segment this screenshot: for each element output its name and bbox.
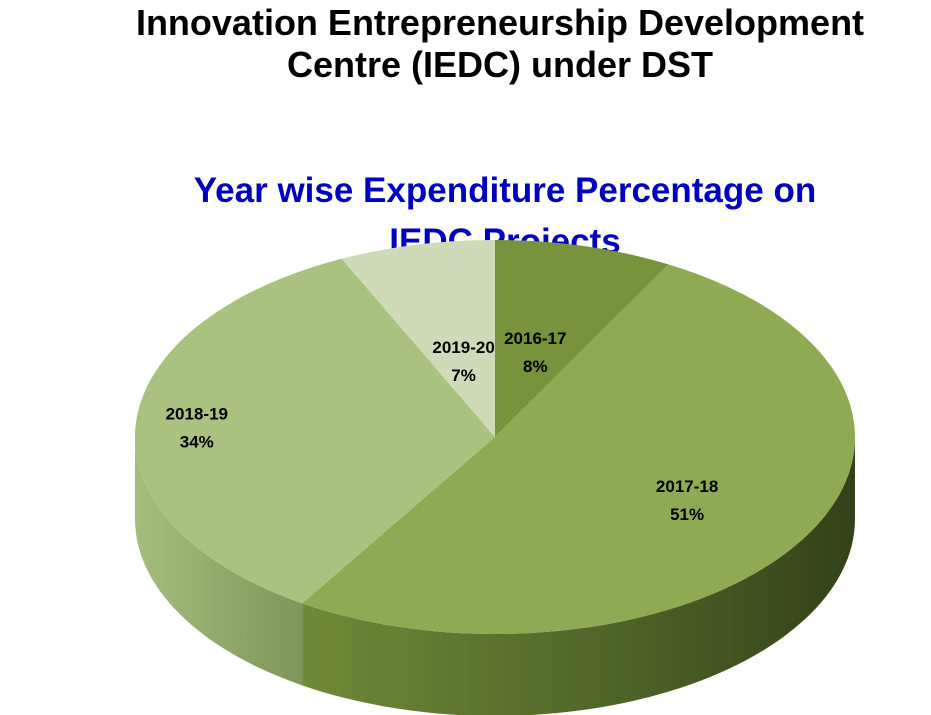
pie-label-category-2016-17: 2016-17 (504, 329, 566, 348)
pie-label-category-2018-19: 2018-19 (166, 405, 228, 424)
page-title-line-1: Innovation Entrepreneurship Development (135, 2, 865, 43)
chart-title-line-1: Year wise Expenditure Percentage on (193, 171, 817, 210)
pie-labels: 2016-17 8% 2017-18 51% 2018-19 34% 2019-20 7% (166, 329, 719, 524)
pie-label-value-2019-20: 7% (451, 366, 476, 385)
pie-label-value-2016-17: 8% (523, 357, 548, 376)
pie-label-category-2019-20: 2019-20 (432, 338, 494, 357)
pie-label-category-2017-18: 2017-18 (656, 477, 718, 496)
pie-slices (135, 240, 856, 635)
pie-side-2017-18 (302, 437, 855, 715)
page-title-line-2: Centre (IEDC) under DST (286, 44, 714, 85)
pie-side-2018-19 (135, 437, 303, 686)
pie-side-walls (135, 437, 855, 715)
pie-label-value-2017-18: 51% (670, 505, 704, 524)
pie-label-value-2018-19: 34% (180, 433, 214, 452)
pie-slice-2018-19 (135, 258, 496, 604)
page-title: Innovation Entrepreneurship Development … (0, 2, 931, 86)
pie-slice-2017-18 (302, 264, 856, 635)
pie-slice-2016-17 (495, 240, 669, 437)
pie-slice-2019-20 (341, 240, 495, 437)
